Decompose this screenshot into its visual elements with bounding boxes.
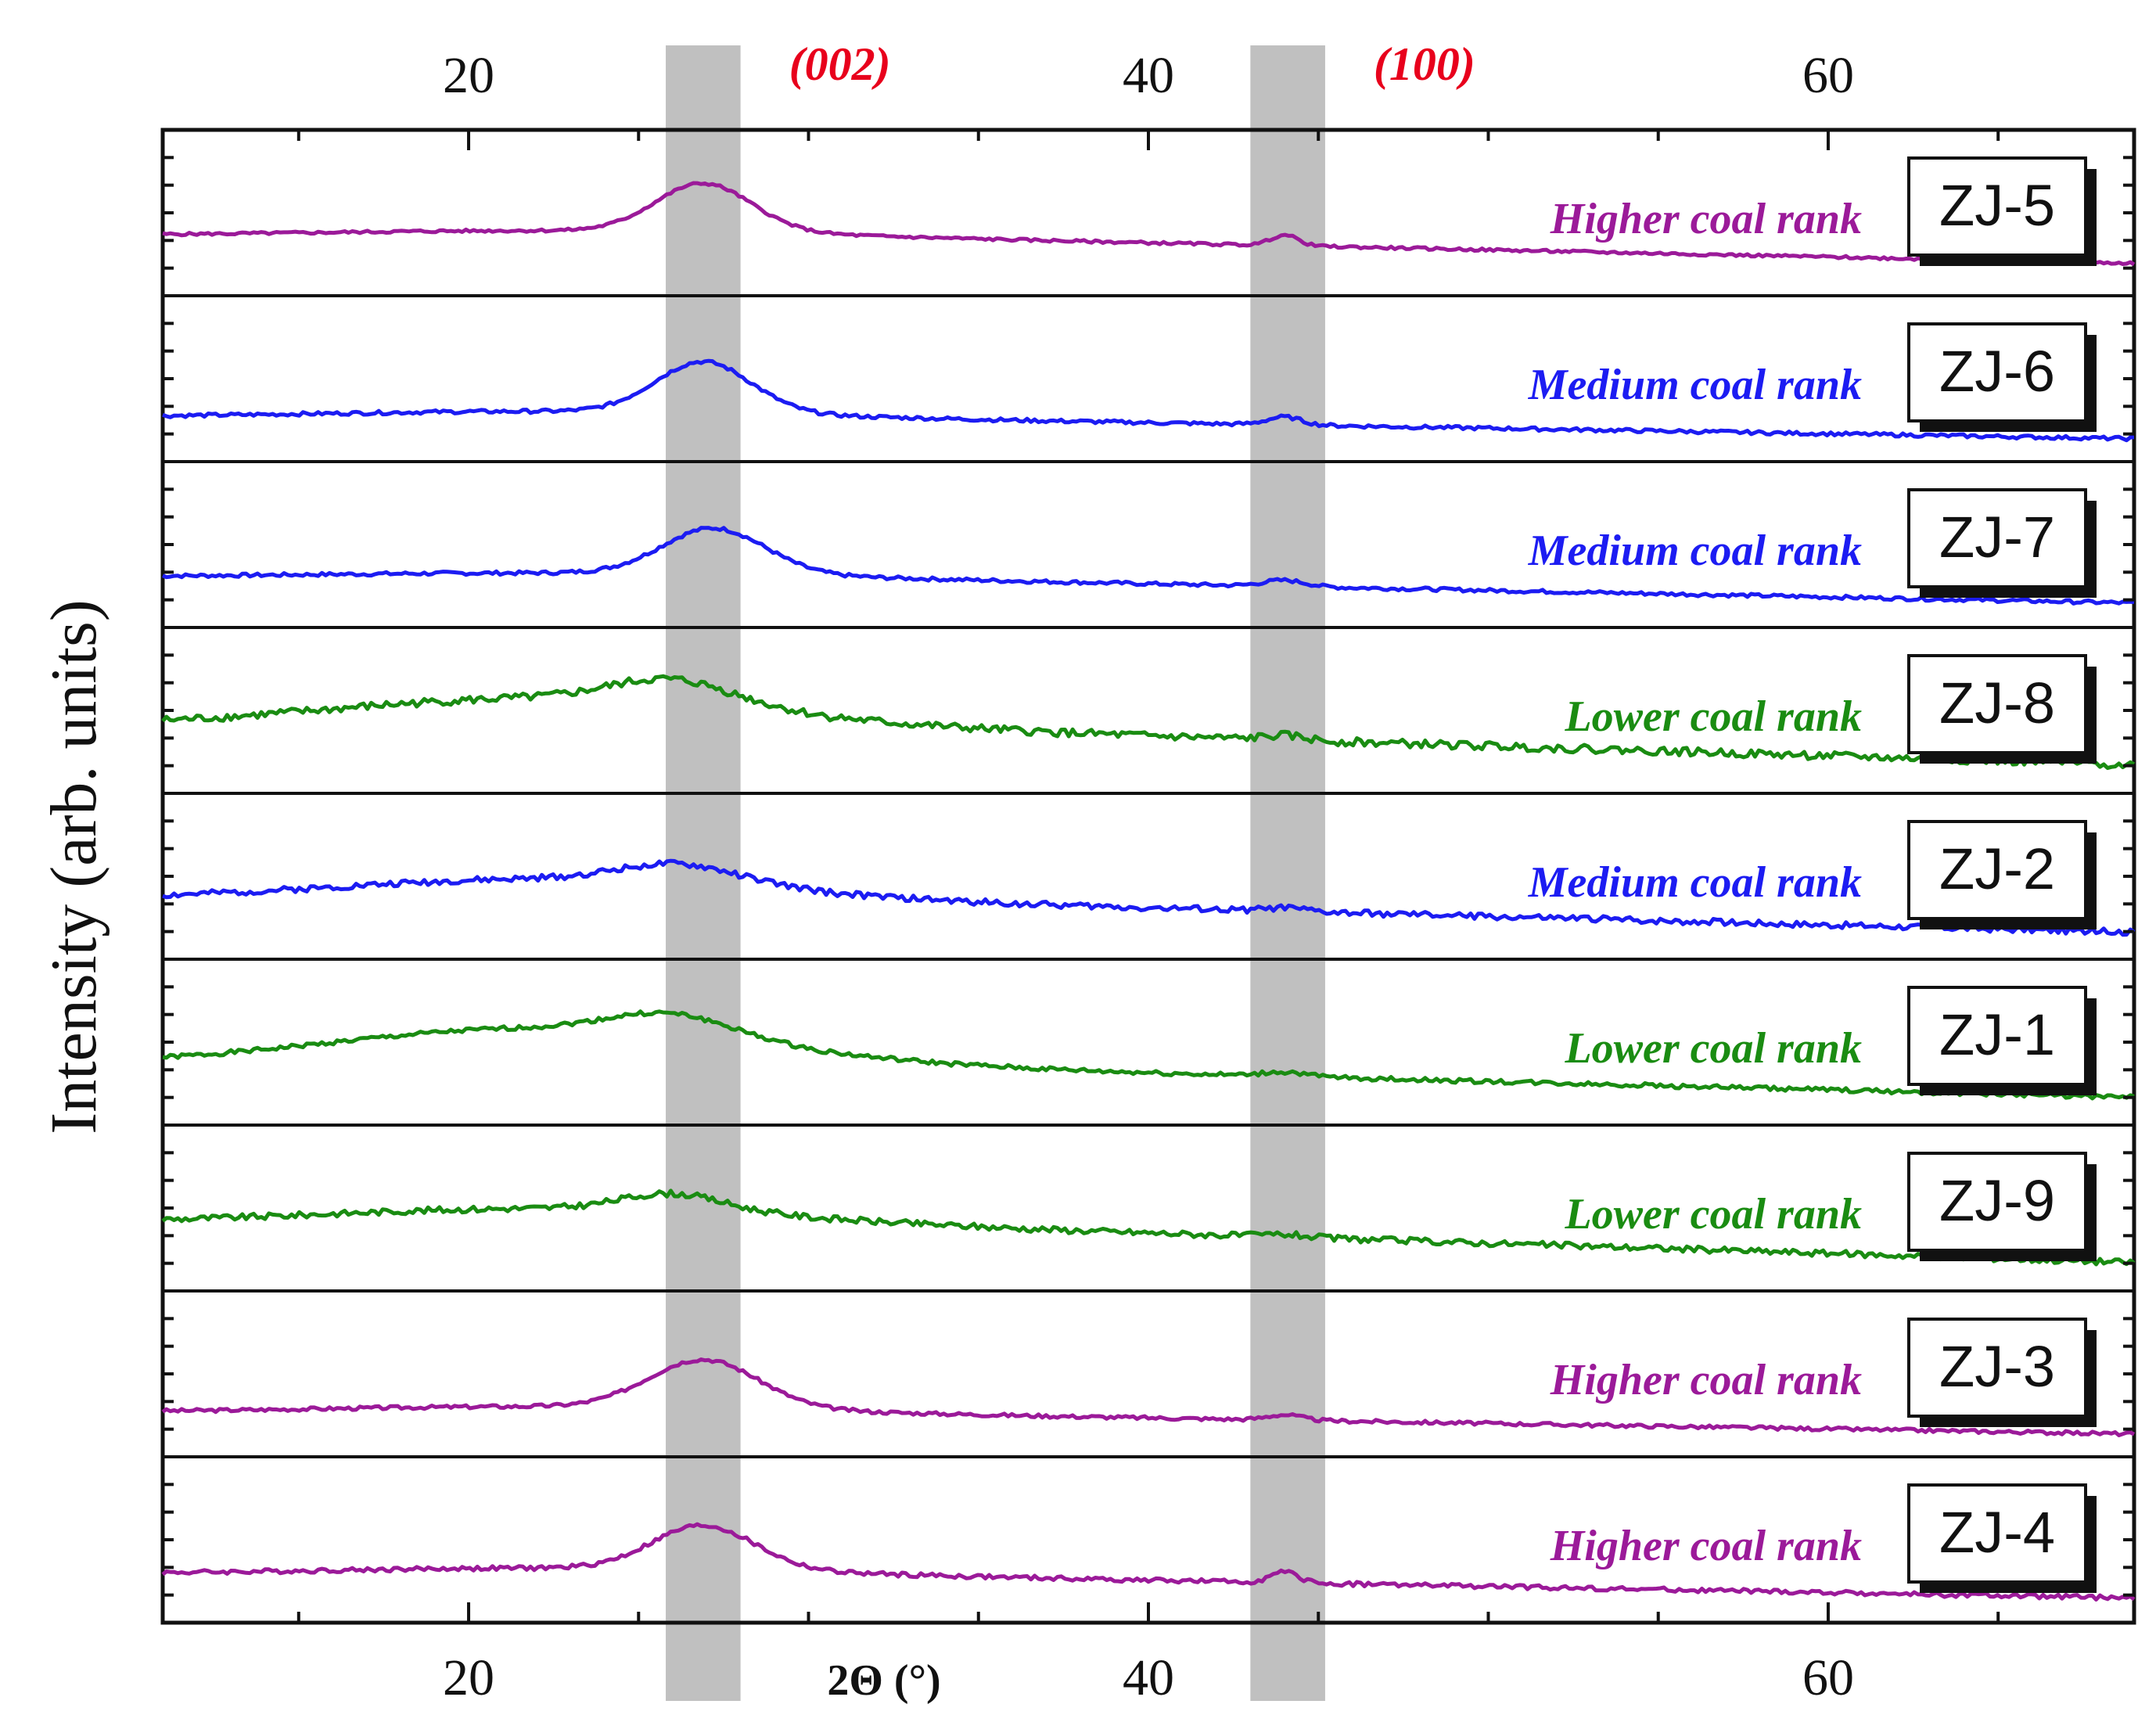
rank-label: Higher coal rank xyxy=(1550,195,1862,243)
sample-label: ZJ-3 xyxy=(1939,1334,2055,1399)
series-lines xyxy=(161,181,2136,1602)
x-axis-label: 2Θ (°) xyxy=(827,1656,940,1705)
rank-label: Lower coal rank xyxy=(1564,1024,1862,1073)
series-line-ZJ-7 xyxy=(162,526,2135,606)
sample-label: ZJ-8 xyxy=(1939,671,2055,735)
x-tick-label-top: 60 xyxy=(1802,47,1854,104)
series-line-ZJ-8 xyxy=(161,674,2136,771)
rank-label: Higher coal rank xyxy=(1550,1522,1862,1570)
sample-box xyxy=(1907,1318,2087,1418)
sample-box xyxy=(1907,488,2087,588)
series-line-ZJ-5 xyxy=(162,181,2136,267)
sample-label: ZJ-2 xyxy=(1939,836,2055,901)
sample-label: ZJ-6 xyxy=(1939,339,2055,404)
x-tick-label-bottom: 40 xyxy=(1123,1649,1174,1706)
sample-label: ZJ-7 xyxy=(1939,505,2055,570)
x-tick-label-top: 20 xyxy=(443,47,494,104)
rank-label: Higher coal rank xyxy=(1550,1356,1862,1404)
sample-box xyxy=(1907,1152,2087,1252)
rank-label: Lower coal rank xyxy=(1564,692,1862,741)
series-line-ZJ-9 xyxy=(161,1188,2136,1267)
axis-ticks xyxy=(163,130,2134,1623)
sample-box xyxy=(1907,986,2087,1086)
series-line-ZJ-4 xyxy=(161,1522,2136,1602)
peak-label-100: (100) xyxy=(1374,38,1475,90)
sample-label: ZJ-9 xyxy=(1939,1168,2055,1233)
sample-label: ZJ-4 xyxy=(1939,1500,2055,1565)
series-line-ZJ-1 xyxy=(162,1009,2135,1101)
x-tick-label-top: 40 xyxy=(1123,47,1174,104)
series-labels: (002) (100) 20 20 40 40 60 60 Higher coal rank ZJ… xyxy=(443,38,2097,1706)
sample-label: ZJ-1 xyxy=(1939,1002,2055,1067)
sample-box xyxy=(1907,654,2087,754)
rank-label: Medium coal rank xyxy=(1528,858,1862,907)
sample-box xyxy=(1907,156,2087,257)
highlight-band xyxy=(1250,45,1325,1701)
rank-label: Lower coal rank xyxy=(1564,1190,1862,1239)
peak-label-002: (002) xyxy=(789,38,891,90)
rank-label: Medium coal rank xyxy=(1528,361,1862,409)
x-tick-label-bottom: 60 xyxy=(1802,1649,1854,1706)
series-line-ZJ-2 xyxy=(162,858,2136,937)
series-line-ZJ-6 xyxy=(162,358,2135,443)
sample-box xyxy=(1907,322,2087,422)
y-axis-label: Intensity (arb. units) xyxy=(38,599,110,1134)
sample-label: ZJ-5 xyxy=(1939,173,2055,238)
rank-label: Medium coal rank xyxy=(1528,527,1862,575)
highlight-bands xyxy=(666,45,1325,1701)
series-line-ZJ-3 xyxy=(161,1357,2136,1437)
sample-box xyxy=(1907,1483,2087,1584)
x-tick-label-bottom: 20 xyxy=(443,1649,494,1706)
sample-box xyxy=(1907,820,2087,920)
